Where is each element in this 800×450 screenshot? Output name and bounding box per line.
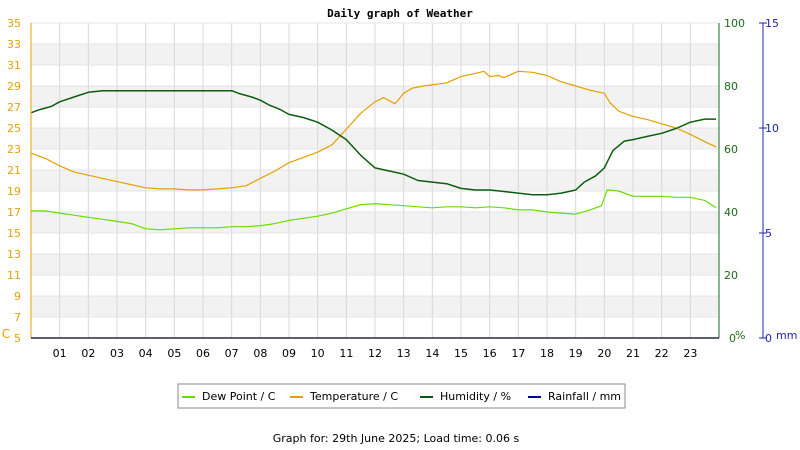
hour-tick-label: 15 [454, 347, 468, 360]
hour-tick-label: 10 [311, 347, 325, 360]
temperature-unit-label: C [2, 327, 10, 341]
rainfall-axis-ticks: 0 5 10 15 [759, 17, 779, 345]
temperature-tick-label: 17 [7, 206, 21, 219]
humidity-axis-ticks: 0 20 40 60 80 100 [724, 17, 745, 345]
rainfall-tick-label: 15 [765, 17, 779, 30]
legend-label: Temperature / C [309, 390, 398, 403]
temperature-tick-label: 31 [7, 59, 21, 72]
temperature-tick-label: 9 [14, 290, 21, 303]
hour-tick-label: 06 [196, 347, 210, 360]
humidity-tick-label: 100 [724, 17, 745, 30]
rainfall-tick-label: 10 [765, 122, 779, 135]
hour-axis-ticks: 01 02 03 04 05 06 07 08 09 10 11 12 13 14 15 16 17 18 19 20… [53, 347, 698, 360]
temperature-tick-label: 35 [7, 17, 21, 30]
hour-tick-label: 17 [511, 347, 525, 360]
chart-title: Daily graph of Weather [327, 7, 473, 20]
hour-tick-label: 13 [397, 347, 411, 360]
humidity-unit-label: % [735, 329, 745, 342]
temperature-axis-ticks: 5 7 9 11 13 15 17 19 21 23 25 27 29 31 33 35 [7, 17, 21, 345]
temperature-tick-label: 5 [14, 332, 21, 345]
legend-label: Rainfall / mm [548, 390, 621, 403]
hour-tick-label: 16 [483, 347, 497, 360]
humidity-tick-label: 80 [724, 80, 738, 93]
temperature-tick-label: 25 [7, 122, 21, 135]
hour-tick-label: 05 [167, 347, 181, 360]
legend: Dew Point / C Temperature / C Humidity / %… [177, 383, 626, 409]
legend-box [177, 383, 626, 409]
humidity-tick-label: 0 [729, 332, 736, 345]
hour-tick-label: 19 [569, 347, 583, 360]
axes [30, 23, 764, 339]
legend-label: Dew Point / C [202, 390, 276, 403]
series-line-humidity [30, 89, 717, 196]
rainfall-tick-label: 0 [765, 332, 772, 345]
hour-tick-label: 12 [368, 347, 382, 360]
hour-tick-label: 01 [53, 347, 67, 360]
series-line-temperature [31, 189, 717, 231]
hour-tick-label: 07 [225, 347, 239, 360]
rainfall-unit-label: mm [776, 329, 797, 342]
temperature-tick-label: 7 [14, 311, 21, 324]
hour-tick-label: 02 [81, 347, 95, 360]
hour-tick-label: 14 [425, 347, 439, 360]
temperature-tick-label: 33 [7, 38, 21, 51]
grid-lines [31, 22, 719, 339]
temperature-tick-label: 19 [7, 185, 21, 198]
series-line-temperature [30, 70, 717, 191]
humidity-tick-label: 40 [724, 206, 738, 219]
temperature-tick-label: 27 [7, 101, 21, 114]
hour-tick-label: 22 [655, 347, 669, 360]
hour-tick-label: 09 [282, 347, 296, 360]
humidity-tick-label: 20 [724, 269, 738, 282]
hour-tick-label: 23 [683, 347, 697, 360]
legend-label: Humidity / % [440, 390, 511, 403]
temperature-tick-label: 29 [7, 80, 21, 93]
hour-tick-label: 03 [110, 347, 124, 360]
hour-tick-label: 20 [597, 347, 611, 360]
hour-tick-label: 18 [540, 347, 554, 360]
footer-text: Graph for: 29th June 2025; Load time: 0.… [273, 432, 520, 445]
temperature-tick-label: 23 [7, 143, 21, 156]
rainfall-tick-label: 5 [765, 227, 772, 240]
temperature-tick-label: 11 [7, 269, 21, 282]
humidity-tick-label: 60 [724, 143, 738, 156]
hour-tick-label: 04 [139, 347, 153, 360]
temperature-tick-label: 13 [7, 248, 21, 261]
hour-tick-label: 08 [253, 347, 267, 360]
temperature-tick-label: 15 [7, 227, 21, 240]
hour-tick-label: 11 [339, 347, 353, 360]
hour-tick-label: 21 [626, 347, 640, 360]
temperature-tick-label: 21 [7, 164, 21, 177]
